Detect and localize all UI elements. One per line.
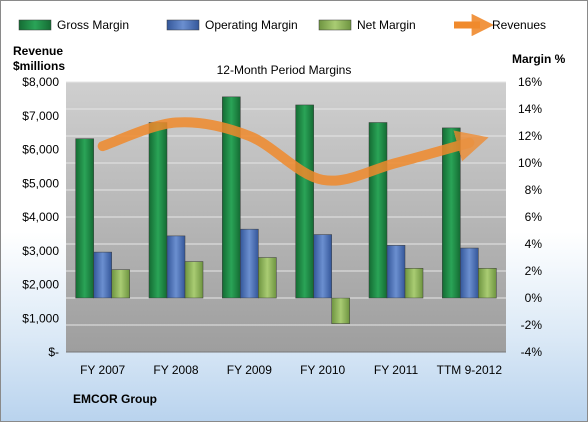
right-axis-ticks: -4% -2% 0% 2% 4% 6% 8% 10% 12% 14% 16% [518, 75, 542, 359]
bar-operating-margin [240, 228, 259, 299]
left-tick-label: $4,000 [22, 210, 59, 224]
revenues-line [97, 117, 489, 186]
legend-swatch-net-margin [318, 19, 352, 31]
bar-gross-margin [222, 96, 241, 299]
right-tick-label: 12% [518, 129, 542, 143]
left-tick-label: $7,000 [22, 109, 59, 123]
left-tick-label: $- [48, 345, 59, 359]
bar-gross-margin [442, 127, 461, 299]
right-tick-label: 14% [518, 102, 542, 116]
bar-operating-margin [313, 234, 332, 299]
right-tick-label: 6% [525, 210, 543, 224]
right-tick-label: 0% [525, 291, 543, 305]
bar-gross-margin [75, 138, 94, 299]
bar-net-margin [478, 268, 497, 299]
right-tick-label: 2% [525, 264, 543, 278]
right-tick-label: 4% [525, 237, 543, 251]
left-axis-label-line1: Revenue [13, 44, 63, 58]
category-label: FY 2008 [153, 363, 198, 377]
legend: Gross Margin Operating Margin Net Margin Re… [18, 13, 546, 37]
left-tick-label: $2,000 [22, 278, 59, 292]
category-label: FY 2011 [374, 363, 419, 377]
bar-net-margin [404, 268, 424, 299]
left-tick-label: $3,000 [22, 244, 59, 258]
chart-title: 12-Month Period Margins [217, 63, 352, 77]
bar-net-margin [184, 261, 204, 299]
category-label: FY 2010 [300, 363, 345, 377]
right-tick-label: -4% [521, 345, 543, 359]
right-tick-label: -2% [521, 318, 543, 332]
bar-net-margin [111, 269, 130, 299]
right-tick-label: 8% [525, 183, 543, 197]
left-axis-label-line2: $millions [13, 59, 65, 73]
bar-net-margin [258, 257, 277, 299]
category-label: TTM 9-2012 [437, 363, 503, 377]
bar-gross-margin [368, 122, 388, 299]
company-name: EMCOR Group [73, 392, 157, 406]
bar-operating-margin [460, 247, 479, 299]
legend-label: Net Margin [357, 18, 416, 32]
legend-label: Gross Margin [57, 18, 129, 32]
bar-operating-margin [386, 245, 406, 299]
category-label: FY 2009 [227, 363, 272, 377]
legend-label: Operating Margin [205, 18, 298, 32]
bars [75, 96, 497, 324]
right-axis-label: Margin % [512, 52, 566, 66]
left-axis-ticks: $- $1,000 $2,000 $3,000 $4,000 $5,000 $6,000 $7… [22, 75, 59, 359]
left-tick-label: $8,000 [22, 75, 59, 89]
right-tick-label: 10% [518, 156, 542, 170]
legend-swatch-operating-margin [166, 19, 200, 31]
bar-gross-margin [295, 104, 314, 299]
bar-net-margin [331, 297, 350, 324]
right-tick-label: 16% [518, 75, 542, 89]
legend-swatch-gross-margin [18, 19, 52, 31]
category-label: FY 2007 [80, 363, 125, 377]
bar-operating-margin [93, 251, 112, 299]
bar-operating-margin [166, 235, 186, 299]
legend-label: Revenues [492, 18, 546, 32]
revenue-line [97, 117, 489, 186]
left-tick-label: $5,000 [22, 176, 59, 190]
left-tick-label: $1,000 [22, 311, 59, 325]
left-tick-label: $6,000 [22, 143, 59, 157]
bar-gross-margin [148, 122, 168, 299]
category-labels: FY 2007 FY 2008 FY 2009 FY 2010 FY 2011 TTM 9… [80, 363, 502, 377]
